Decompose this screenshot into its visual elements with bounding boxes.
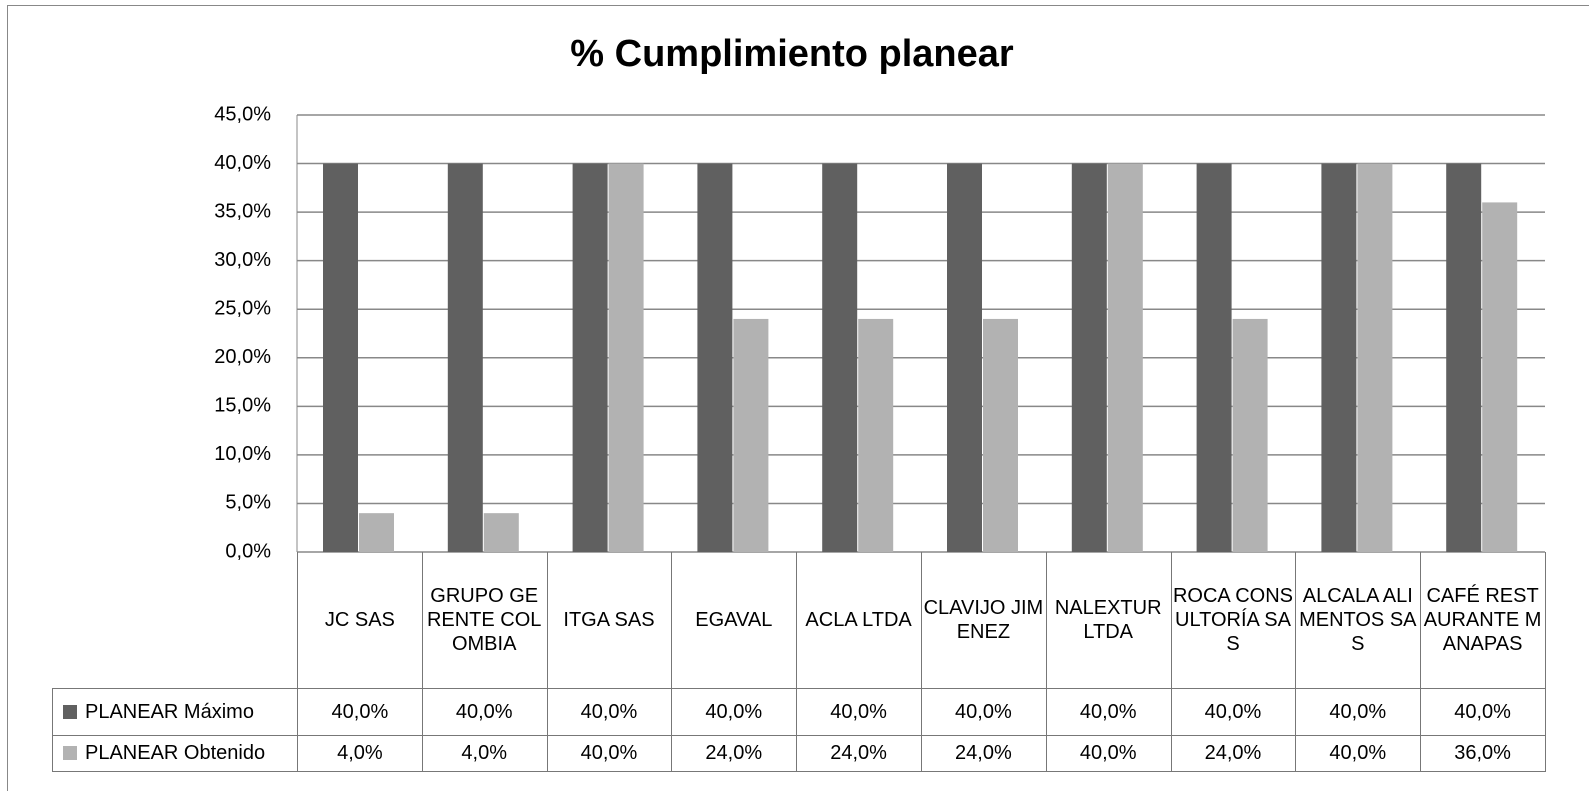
bar — [323, 163, 358, 553]
bar — [947, 163, 982, 553]
bar — [608, 163, 644, 553]
bar — [697, 163, 733, 553]
y-tick-label: 40,0% — [214, 152, 271, 174]
value-label: 40,0% — [921, 688, 1047, 736]
value-label: 40,0% — [796, 688, 922, 736]
chart-title: % Cumplimiento planear — [570, 33, 1014, 75]
y-tick-label: 10,0% — [214, 443, 271, 465]
value-label: 40,0% — [1295, 688, 1422, 736]
value-label: 24,0% — [796, 735, 922, 772]
y-tick-label: 20,0% — [214, 346, 271, 368]
bar — [733, 318, 769, 552]
value-label: 40,0% — [546, 735, 673, 772]
x-tick-label: ROCA CONSULTORÍA SAS — [1170, 552, 1297, 689]
legend-label: PLANEAR Máximo — [85, 701, 254, 723]
value-label: 40,0% — [1295, 735, 1422, 772]
value-label: 24,0% — [921, 735, 1047, 772]
y-tick-label: 45,0% — [214, 103, 271, 125]
value-label: 4,0% — [421, 735, 548, 772]
bar — [483, 513, 519, 552]
value-label: 40,0% — [671, 688, 798, 736]
x-tick-label: ALCALA ALIMENTOS SAS — [1295, 552, 1422, 689]
legend-swatch — [63, 746, 77, 760]
bar — [822, 163, 858, 553]
y-tick-label: 0,0% — [225, 540, 271, 562]
value-label: 40,0% — [1045, 735, 1172, 772]
y-tick-label: 35,0% — [214, 200, 271, 222]
bar — [1071, 163, 1107, 553]
bar — [858, 318, 894, 552]
bar — [1232, 318, 1268, 552]
value-label: 36,0% — [1420, 735, 1546, 772]
chart-border — [7, 5, 1589, 791]
value-label: 40,0% — [297, 688, 423, 736]
y-tick-label: 15,0% — [214, 395, 271, 417]
value-label: 40,0% — [546, 688, 673, 736]
x-tick-label: CAFÉ RESTAURANTE MANAPAS — [1420, 552, 1546, 689]
legend-cell: PLANEAR Máximo — [52, 688, 298, 736]
value-label: 24,0% — [671, 735, 798, 772]
x-tick-label: GRUPO GERENTE COLOMBIA — [421, 552, 548, 689]
bar — [572, 163, 608, 553]
bar — [359, 513, 394, 552]
value-label: 40,0% — [1045, 688, 1172, 736]
value-label: 24,0% — [1170, 735, 1297, 772]
x-tick-label: ITGA SAS — [546, 552, 673, 689]
bar — [1357, 163, 1393, 553]
x-tick-label: ACLA LTDA — [796, 552, 922, 689]
bar — [1196, 163, 1232, 553]
bar — [983, 318, 1018, 552]
legend-swatch — [63, 705, 77, 719]
bar — [1446, 163, 1482, 553]
bar — [447, 163, 483, 553]
bar — [1321, 163, 1357, 553]
bar — [1482, 202, 1518, 552]
value-label: 40,0% — [421, 688, 548, 736]
y-tick-label: 25,0% — [214, 298, 271, 320]
x-tick-label: JC SAS — [297, 552, 423, 689]
legend-label: PLANEAR Obtenido — [85, 742, 266, 764]
y-tick-label: 5,0% — [225, 492, 271, 514]
bar — [1107, 163, 1143, 553]
value-label: 40,0% — [1170, 688, 1297, 736]
legend-cell: PLANEAR Obtenido — [52, 735, 298, 772]
value-label: 4,0% — [297, 735, 423, 772]
x-tick-label: EGAVAL — [671, 552, 798, 689]
y-tick-label: 30,0% — [214, 249, 271, 271]
x-tick-label: CLAVIJO JIMENEZ — [921, 552, 1047, 689]
value-label: 40,0% — [1420, 688, 1546, 736]
x-tick-label: NALEXTUR LTDA — [1045, 552, 1172, 689]
